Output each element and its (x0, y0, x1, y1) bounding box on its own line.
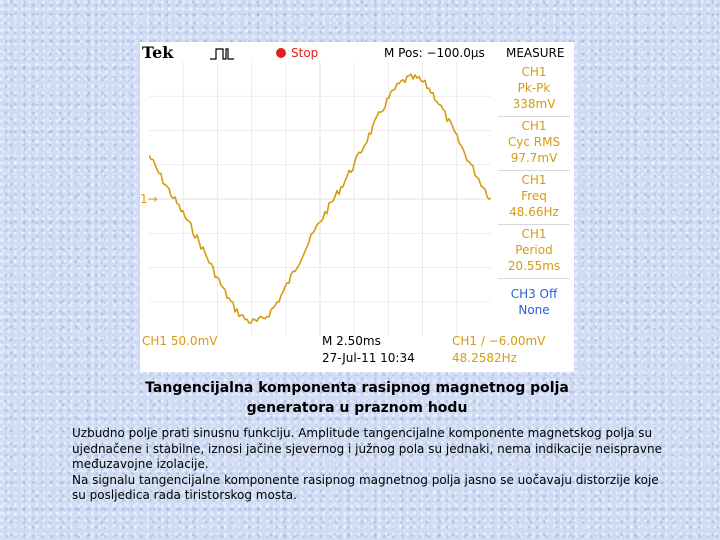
ch1-ground-marker: 1→ (140, 192, 158, 206)
measure-cyc-rms: CH1 Cyc RMS 97.7mV (498, 118, 570, 171)
oscilloscope-screenshot: Tek Stop M Pos: −100.0µs MEASURE 1→ CH1 … (140, 42, 574, 372)
measure-ch3: CH3 Off None (498, 286, 570, 326)
measure-pk-pk: CH1 Pk-Pk 338mV (498, 64, 570, 117)
caption-title: Tangencijalna komponenta rasipnog magnet… (140, 378, 574, 418)
measure-channel: CH1 (521, 119, 547, 133)
stop-indicator-icon (276, 48, 286, 58)
caption-paragraph-1: Uzbudno polje prati sinusnu funkciju. Am… (72, 426, 662, 471)
scope-bottom-bar: CH1 50.0mV M 2.50ms 27-Jul-11 10:34 CH1 … (140, 332, 574, 372)
waveform-plot (148, 62, 492, 336)
ch1-scale: CH1 50.0mV (142, 334, 218, 348)
measure-label: None (518, 303, 550, 317)
scope-status-bar: Tek Stop M Pos: −100.0µs MEASURE (140, 42, 574, 64)
horizontal-position: M Pos: −100.0µs (384, 46, 485, 60)
caption-title-line1: Tangencijalna komponenta rasipnog magnet… (145, 380, 569, 396)
measure-label: Period (515, 243, 553, 257)
caption-title-line2: generatora u praznom hodu (246, 400, 468, 416)
run-state: Stop (291, 46, 319, 60)
measure-channel: CH1 (521, 227, 547, 241)
measure-title: MEASURE (506, 46, 565, 60)
measure-value: 338mV (512, 97, 556, 111)
measure-label: Pk-Pk (517, 81, 551, 95)
measure-label: Freq (521, 189, 547, 203)
trigger-edge-icon (210, 48, 234, 60)
waveform-svg (148, 62, 492, 336)
measure-label: Cyc RMS (507, 135, 561, 149)
measure-value: 20.55ms (507, 259, 561, 273)
trigger-frequency: 48.2582Hz (452, 351, 517, 365)
measure-channel: CH1 (521, 173, 547, 187)
measure-channel: CH3 Off (510, 287, 558, 301)
measure-period: CH1 Period 20.55ms (498, 226, 570, 279)
caption-paragraph-2: Na signalu tangencijalne komponente rasi… (72, 472, 659, 503)
ch1-waveform (148, 73, 492, 324)
caption-body: Uzbudno polje prati sinusnu funkciju. Am… (72, 426, 672, 504)
measure-freq: CH1 Freq 48.66Hz (498, 172, 570, 225)
time-scale: M 2.50ms (322, 334, 381, 348)
graticule (149, 62, 491, 336)
brand-logo: Tek (142, 43, 174, 62)
trigger-level: CH1 ∕ −6.00mV (452, 334, 546, 348)
timestamp: 27-Jul-11 10:34 (322, 351, 415, 365)
measure-channel: CH1 (521, 65, 547, 79)
measure-value: 97.7mV (510, 151, 558, 165)
measure-value: 48.66Hz (509, 205, 559, 219)
measure-panel: CH1 Pk-Pk 338mV CH1 Cyc RMS 97.7mV CH1 F… (498, 64, 570, 332)
